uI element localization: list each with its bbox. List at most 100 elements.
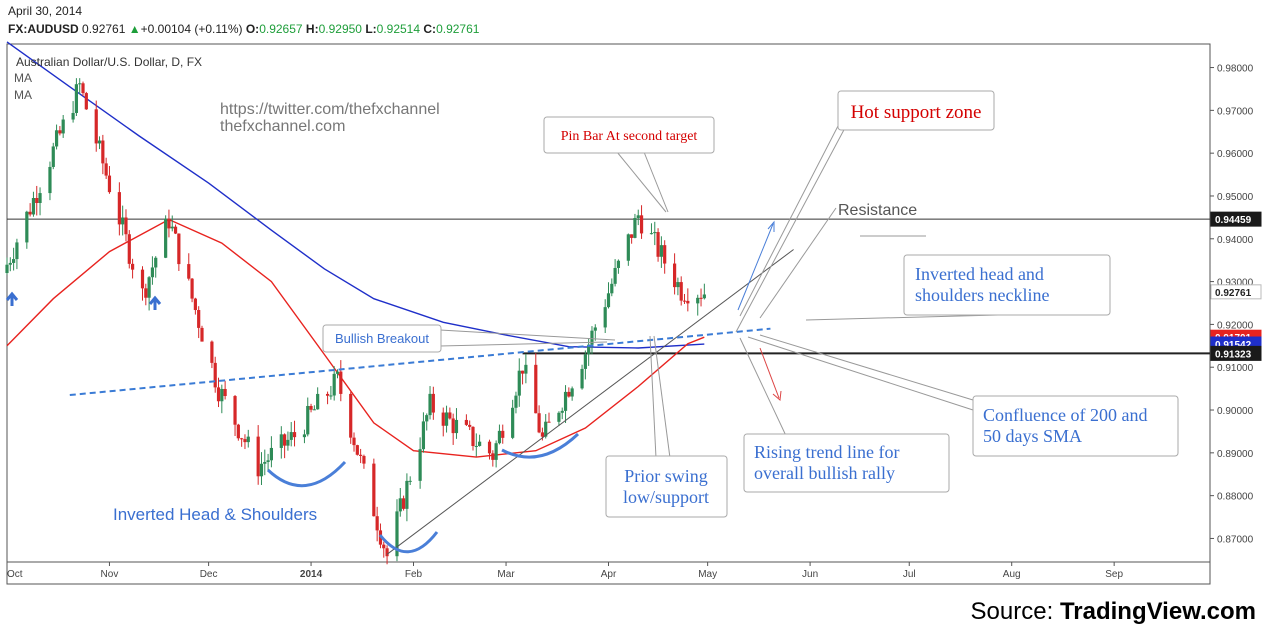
candle-body <box>511 407 515 438</box>
candle <box>468 420 472 431</box>
candle <box>454 408 459 439</box>
candle <box>375 506 379 542</box>
candle-body <box>302 434 307 438</box>
candle <box>702 283 706 300</box>
candle <box>263 449 267 476</box>
candle-body <box>616 260 621 268</box>
candle-body <box>256 436 260 477</box>
candle-body <box>626 234 630 261</box>
close-value: 0.92761 <box>436 22 480 36</box>
candle <box>567 387 571 398</box>
candle <box>35 185 39 216</box>
candle-body <box>431 393 435 413</box>
symbol-label[interactable]: FX:AUDUSD <box>8 22 79 36</box>
candle <box>547 412 551 423</box>
candle <box>372 458 376 517</box>
candle <box>563 385 568 423</box>
candle-body <box>173 226 178 234</box>
y-tick-label: 0.89000 <box>1217 449 1254 460</box>
candle-body <box>537 413 541 433</box>
callout-confluence[interactable]: Confluence of 200 and 50 days SMA <box>972 395 1179 457</box>
candle <box>84 91 88 110</box>
ma-legend-2[interactable]: MA <box>14 88 32 102</box>
left-shoulder-arc <box>266 460 347 488</box>
candles <box>5 78 706 565</box>
x-tick-label: Jul <box>903 569 916 580</box>
candle-body <box>309 405 313 410</box>
candle-body <box>233 396 237 425</box>
ma-legend-1[interactable]: MA <box>14 71 32 85</box>
candle-body <box>451 418 455 434</box>
callout-hot-support[interactable]: Hot support zone <box>837 90 995 131</box>
candle-body <box>355 445 359 455</box>
candle <box>583 350 587 380</box>
callout-pin-bar-text: Pin Bar At second target <box>561 129 698 144</box>
y-tick-label: 0.92000 <box>1217 320 1254 331</box>
candle <box>616 259 621 274</box>
candle-body <box>130 263 135 270</box>
callout-pin-bar[interactable]: Pin Bar At second target <box>543 116 715 154</box>
candle-body <box>167 218 171 229</box>
candle-body <box>514 395 518 408</box>
y-axis: 0.98000 0.97000 0.96000 0.95000 0.94000 0.930… <box>1210 64 1254 545</box>
candle <box>140 266 145 301</box>
candle-body <box>210 341 214 363</box>
candle <box>164 215 168 259</box>
price-badge-label: 0.92761 <box>1215 288 1252 299</box>
candle <box>279 426 283 459</box>
candle <box>441 407 445 437</box>
candle-body <box>534 364 538 414</box>
callout-rising-trend[interactable]: Rising trend line for overall bullish ra… <box>743 433 950 493</box>
candle-body <box>352 437 356 446</box>
candle <box>243 434 247 450</box>
x-tick-label: Apr <box>601 569 617 580</box>
candle <box>474 433 478 457</box>
candle-body <box>117 192 121 225</box>
candle-body <box>464 419 468 425</box>
candle-body <box>398 498 402 512</box>
candle <box>335 369 340 379</box>
neckline <box>69 327 771 397</box>
candle-body <box>682 300 687 302</box>
candle <box>240 437 244 447</box>
candle-body <box>686 300 690 304</box>
candle <box>517 358 521 407</box>
callout-neckline[interactable]: Inverted head and shoulders neckline <box>903 254 1111 316</box>
candle <box>663 240 667 274</box>
candle-body <box>395 511 399 557</box>
x-tick-label: Dec <box>200 569 218 580</box>
candle <box>220 384 224 414</box>
candle-body <box>649 233 654 235</box>
candle-body <box>454 419 459 434</box>
callout-bullish-breakout[interactable]: Bullish Breakout <box>322 324 442 353</box>
candle <box>362 454 366 469</box>
candle <box>121 205 125 236</box>
candle-body <box>517 370 521 396</box>
callout-prior-swing[interactable]: Prior swing low/support <box>605 455 728 518</box>
candle <box>630 234 634 244</box>
candle-body <box>699 297 703 299</box>
candle-body <box>124 217 128 235</box>
high-value: 0.92950 <box>318 22 362 36</box>
date-label: April 30, 2014 <box>8 4 83 18</box>
candle <box>580 364 584 390</box>
price-badge-bg <box>1210 211 1262 227</box>
candle <box>570 386 574 401</box>
candle <box>127 230 131 269</box>
source-prefix: Source: <box>970 598 1060 625</box>
candle-body <box>382 544 386 549</box>
candle <box>682 293 687 304</box>
candle <box>672 253 677 295</box>
candle-body <box>286 439 290 446</box>
candle-body <box>567 391 571 397</box>
candle <box>610 278 614 297</box>
candle <box>302 429 307 444</box>
candle <box>359 448 363 464</box>
candle-body <box>283 434 287 446</box>
instrument-legend: Australian Dollar/U.S. Dollar, D, FX <box>16 55 202 69</box>
candle-body <box>8 262 12 265</box>
candle-body <box>408 480 412 482</box>
candle <box>61 115 65 138</box>
candle <box>216 377 221 408</box>
